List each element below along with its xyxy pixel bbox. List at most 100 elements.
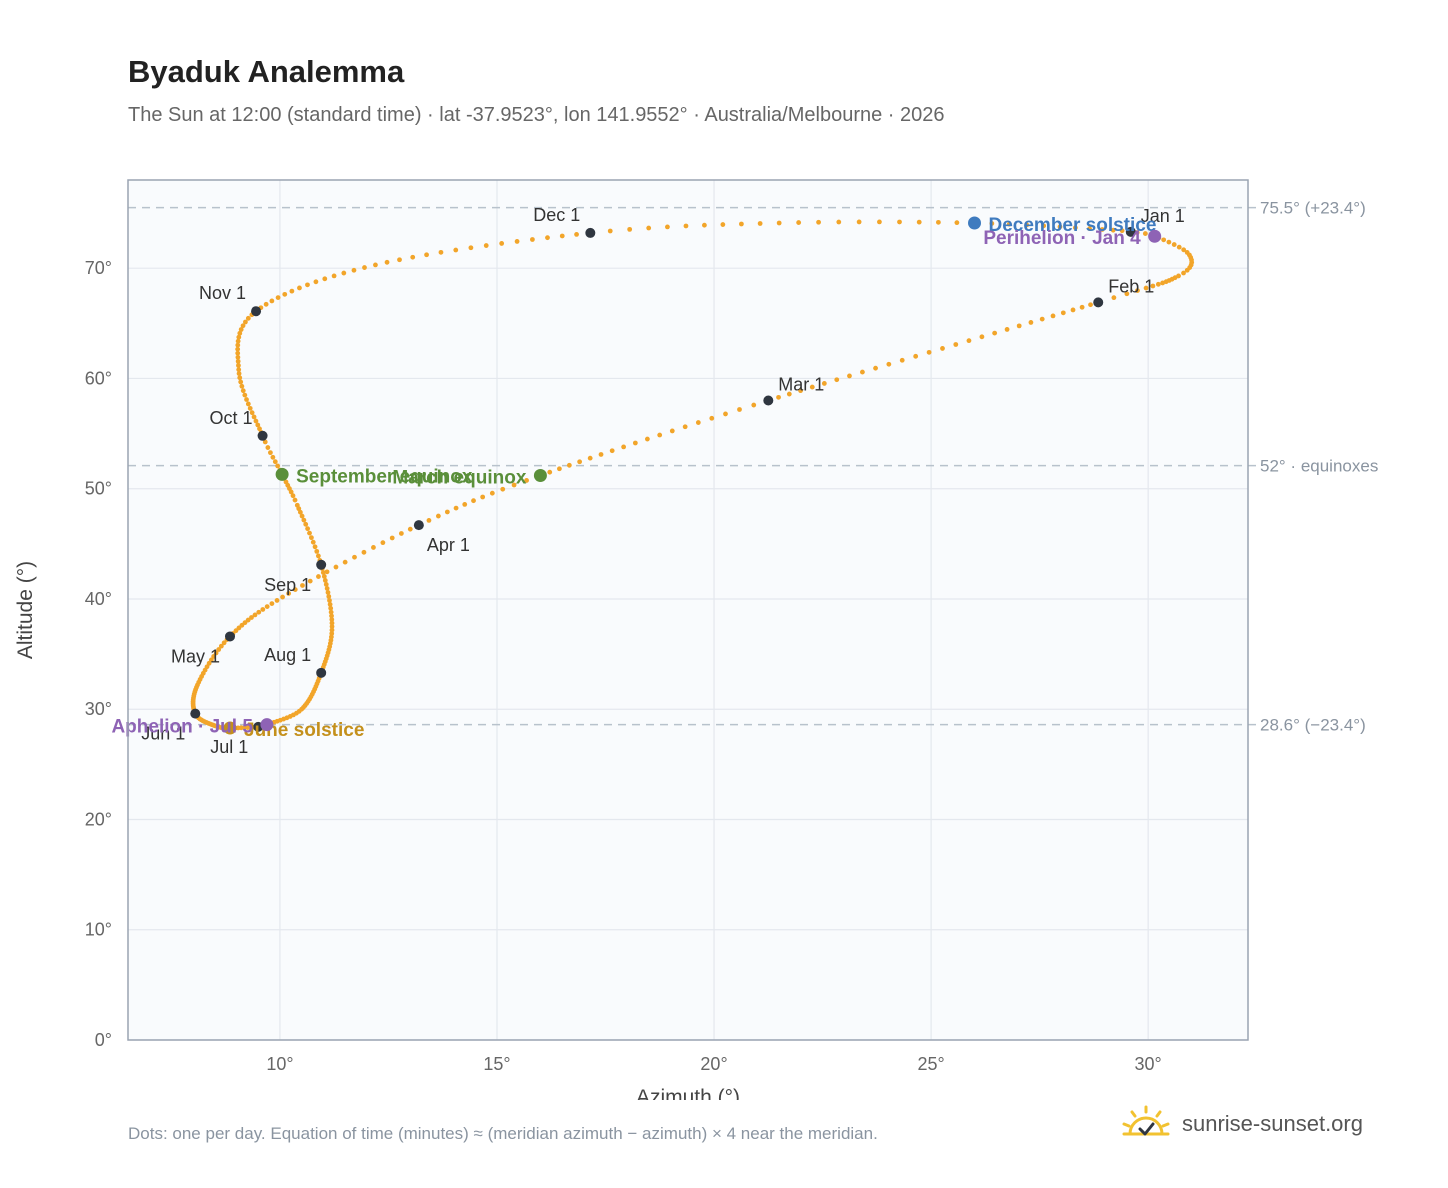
daily-dot (953, 342, 959, 347)
daily-dot (362, 265, 367, 270)
daily-dot (313, 279, 319, 285)
daily-dot (282, 291, 288, 297)
daily-dot (577, 459, 583, 465)
daily-dot (847, 373, 852, 379)
month-marker (225, 631, 236, 642)
daily-dot (309, 535, 314, 541)
daily-dot (1184, 267, 1190, 273)
daily-dot (269, 298, 275, 304)
daily-dot (821, 381, 827, 386)
daily-dot (444, 509, 450, 515)
daily-dot (511, 482, 517, 488)
daily-dot (407, 526, 413, 532)
daily-dot (1016, 323, 1022, 329)
daily-dot (243, 319, 248, 325)
brand-logo[interactable]: sunrise-sunset.org (1120, 1102, 1363, 1146)
daily-dot (329, 627, 335, 633)
daily-dot (410, 254, 416, 260)
daily-dot (954, 220, 960, 226)
event-label: March equinox (392, 467, 527, 488)
daily-dot (329, 617, 335, 622)
daily-dot (236, 334, 242, 340)
daily-dot (1041, 223, 1047, 229)
daily-dot (632, 440, 638, 446)
x-tick-label: 30° (1135, 1054, 1162, 1074)
daily-dot (1099, 227, 1105, 232)
month-marker (1125, 226, 1136, 237)
daily-dot (371, 545, 376, 550)
daily-dot (1057, 224, 1063, 230)
daily-dot (720, 222, 726, 227)
daily-dot (297, 509, 303, 515)
daily-dot (776, 220, 782, 226)
daily-dot (1134, 230, 1140, 235)
daily-dot (233, 628, 239, 634)
daily-dot (341, 270, 347, 276)
daily-dot (483, 243, 489, 248)
daily-dot (1050, 313, 1056, 319)
y-tick-label: 0° (95, 1030, 112, 1050)
y-tick-label: 70° (85, 258, 112, 278)
daily-dot (471, 498, 476, 504)
daily-dot (438, 249, 444, 255)
daily-dot (303, 521, 309, 527)
daily-dot (1119, 228, 1125, 234)
daily-dot (877, 219, 882, 225)
month-marker (316, 559, 327, 570)
x-tick-label: 15° (483, 1054, 510, 1074)
daily-dot (1006, 221, 1012, 227)
daily-dot (213, 650, 219, 656)
month-marker-label: Feb 1 (1108, 276, 1154, 296)
daily-dot (333, 564, 339, 570)
daily-dot (280, 594, 285, 600)
month-markers: Jan 1 Feb 1 Mar 1 Apr 1 May 1 Jun 1 Jul 1 Aug 1… (141, 205, 1185, 757)
daily-dot (1072, 225, 1078, 231)
daily-dot (208, 657, 214, 663)
daily-dot (1110, 227, 1116, 233)
month-marker (585, 227, 596, 238)
daily-dot (257, 426, 262, 432)
month-marker (413, 520, 424, 531)
daily-dot (709, 415, 715, 421)
daily-dot (272, 459, 278, 465)
daily-dot (245, 617, 251, 623)
daily-dot (1028, 320, 1034, 325)
brand-name[interactable]: sunrise-sunset.org (1182, 1111, 1363, 1136)
daily-dot (316, 574, 321, 579)
y-tick-label: 10° (85, 920, 112, 940)
daily-dot (249, 615, 254, 620)
daily-dot (1124, 291, 1130, 297)
y-tick-label: 50° (85, 479, 112, 499)
daily-dot (873, 365, 878, 371)
daily-dot (1039, 316, 1045, 322)
daily-dot (1176, 244, 1182, 250)
daily-dot (1142, 231, 1148, 236)
month-marker-label: Sep 1 (264, 575, 311, 595)
event-label: June solstice (244, 720, 364, 741)
daily-dot (290, 493, 296, 499)
y-tick-label: 30° (85, 699, 112, 719)
daily-dot (1070, 307, 1076, 313)
daily-dot (265, 445, 271, 450)
daily-dot (926, 349, 932, 355)
daily-dot (328, 609, 334, 615)
axis-ticks: 10° 15° 20° 25° 30° 0° 10° 20° 30° 40° 50° 60° 70° (85, 258, 1162, 1074)
daily-dot (216, 647, 222, 652)
daily-dot (424, 252, 429, 258)
daily-dot (260, 607, 266, 612)
daily-dot (1160, 280, 1166, 286)
daily-dot (268, 450, 273, 456)
daily-dot (328, 605, 334, 611)
daily-dot (221, 640, 227, 646)
daily-dot (627, 226, 633, 232)
daily-dot (499, 241, 505, 246)
plot-background (128, 180, 1248, 1040)
daily-dot (657, 432, 663, 438)
daily-dot (256, 609, 262, 615)
month-marker (190, 708, 201, 719)
daily-dot (989, 221, 995, 226)
daily-dot (238, 379, 244, 385)
daily-dot (211, 654, 217, 659)
daily-dot (331, 273, 337, 279)
daily-dot (723, 411, 728, 417)
